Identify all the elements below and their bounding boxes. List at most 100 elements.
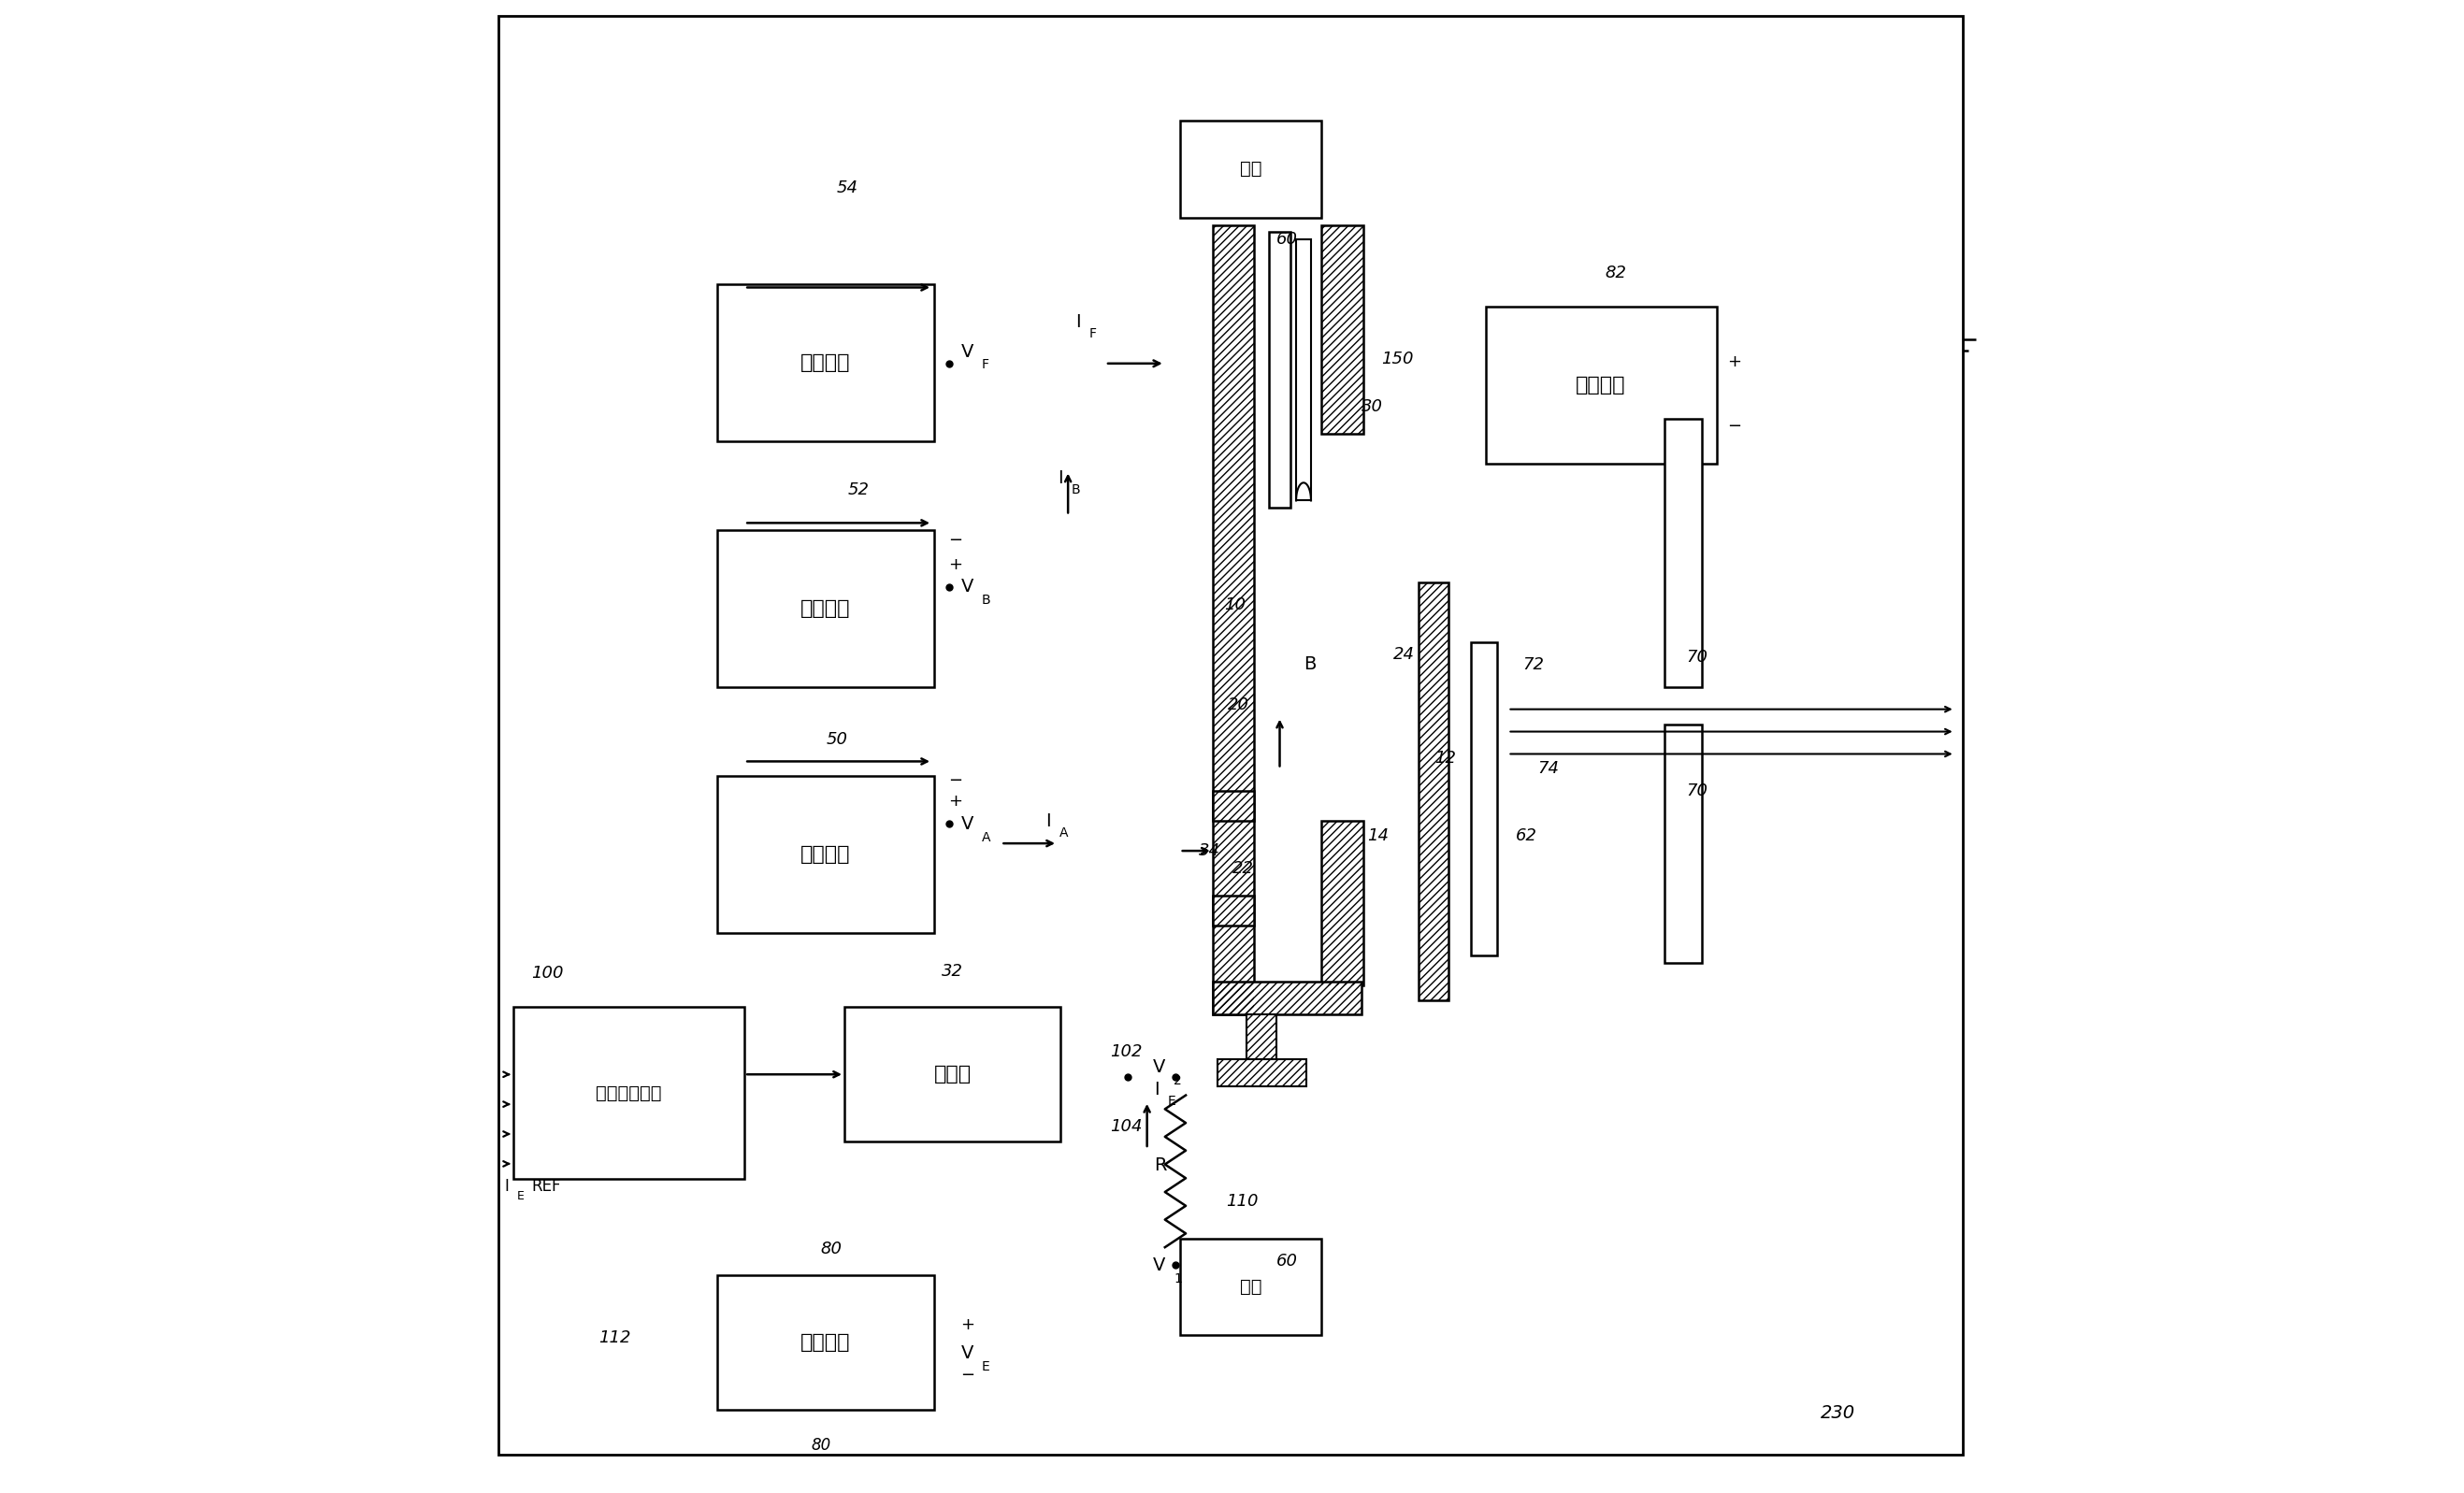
Text: 24: 24	[1392, 645, 1414, 663]
Text: V: V	[961, 815, 973, 833]
Bar	[1247, 1015, 1276, 1060]
Bar	[1180, 121, 1321, 218]
Bar	[1212, 982, 1363, 1015]
Text: 磁体: 磁体	[1239, 160, 1262, 178]
Text: I: I	[1156, 1081, 1161, 1099]
Text: 32: 32	[941, 963, 963, 979]
Text: 34: 34	[1200, 842, 1220, 860]
Text: V: V	[961, 578, 973, 596]
Bar	[1419, 582, 1449, 1000]
Text: V: V	[1153, 1256, 1165, 1274]
Text: V: V	[961, 343, 973, 360]
Text: 72: 72	[1523, 655, 1545, 673]
Bar	[1419, 582, 1449, 1000]
Text: −: −	[949, 533, 963, 549]
Text: −: −	[961, 1368, 976, 1384]
Text: 抄出电源: 抄出电源	[801, 1333, 850, 1353]
Bar	[717, 776, 934, 933]
Text: +: +	[1727, 354, 1742, 370]
Text: 磁体: 磁体	[1239, 1278, 1262, 1296]
Text: F: F	[1089, 327, 1096, 340]
Text: 80: 80	[811, 1438, 830, 1454]
Text: 112: 112	[599, 1330, 631, 1347]
Text: 70: 70	[1688, 648, 1708, 666]
Bar	[1471, 642, 1498, 956]
Text: 1: 1	[1173, 1272, 1183, 1285]
Bar	[1212, 896, 1254, 926]
Text: 80: 80	[821, 1241, 843, 1257]
Text: I: I	[1045, 812, 1052, 830]
Text: 60: 60	[1276, 231, 1299, 248]
Text: E: E	[981, 1360, 991, 1374]
Text: 20: 20	[1227, 696, 1249, 714]
Text: F: F	[981, 358, 988, 372]
Text: V: V	[961, 1344, 973, 1362]
Bar	[1212, 225, 1254, 1015]
Text: +: +	[949, 793, 963, 811]
Text: 丝极电源: 丝极电源	[801, 354, 850, 372]
Text: I: I	[505, 1178, 510, 1194]
Bar	[845, 1008, 1060, 1142]
Text: 2: 2	[1173, 1073, 1183, 1087]
Text: I: I	[1074, 314, 1082, 330]
Text: A: A	[981, 832, 991, 844]
Text: REF: REF	[532, 1178, 562, 1194]
Text: 70: 70	[1688, 782, 1708, 800]
Text: +: +	[949, 557, 963, 573]
Bar	[1247, 1015, 1276, 1060]
Text: 52: 52	[848, 482, 870, 499]
Text: B: B	[1303, 655, 1316, 673]
Text: B: B	[981, 594, 991, 608]
Bar	[673, 19, 1291, 1435]
Text: 气体源: 气体源	[934, 1065, 971, 1084]
Text: −: −	[1727, 418, 1742, 434]
Text: 82: 82	[1604, 264, 1626, 281]
Text: E: E	[1168, 1094, 1175, 1108]
Text: 10: 10	[1225, 597, 1247, 614]
Bar	[1486, 308, 1717, 463]
Text: 抑制电源: 抑制电源	[1577, 376, 1626, 394]
Text: 12: 12	[1434, 749, 1456, 767]
Bar	[717, 530, 934, 687]
Bar	[513, 1008, 744, 1178]
Bar	[1212, 791, 1254, 821]
Text: 50: 50	[825, 730, 848, 748]
Bar	[1217, 1060, 1306, 1087]
Bar	[717, 1275, 934, 1409]
Text: 偏置电源: 偏置电源	[801, 599, 850, 618]
Text: E: E	[517, 1190, 525, 1203]
Bar	[1269, 233, 1291, 508]
Text: 离子源控制器: 离子源控制器	[596, 1084, 663, 1102]
Bar	[1321, 225, 1363, 433]
Bar	[1296, 240, 1311, 500]
Text: 110: 110	[1227, 1193, 1259, 1209]
Text: 150: 150	[1382, 351, 1414, 367]
Bar	[1212, 225, 1254, 1015]
Text: I: I	[1057, 469, 1062, 487]
Text: A: A	[1060, 827, 1067, 839]
Text: 54: 54	[838, 179, 857, 196]
Text: 22: 22	[1232, 860, 1254, 876]
Text: 弧光电源: 弧光电源	[801, 845, 850, 864]
Text: B: B	[1072, 484, 1079, 497]
Bar	[1180, 1238, 1321, 1335]
Text: R: R	[1156, 1157, 1168, 1173]
Text: 74: 74	[1538, 760, 1560, 778]
Text: +: +	[961, 1317, 976, 1333]
Bar	[1321, 821, 1363, 985]
Text: 62: 62	[1515, 827, 1538, 845]
Bar	[1212, 982, 1363, 1015]
Text: 102: 102	[1109, 1044, 1141, 1060]
Bar	[1663, 724, 1703, 963]
Bar	[1321, 225, 1363, 433]
Bar	[1663, 418, 1703, 687]
Text: 104: 104	[1109, 1118, 1141, 1135]
Bar	[1321, 821, 1363, 985]
Text: V: V	[1153, 1059, 1165, 1076]
Text: 60: 60	[1276, 1253, 1299, 1269]
Bar	[1217, 1060, 1306, 1087]
Text: 100: 100	[532, 964, 564, 981]
Bar	[717, 285, 934, 440]
Text: 14: 14	[1368, 827, 1390, 845]
Text: 30: 30	[1363, 399, 1382, 415]
